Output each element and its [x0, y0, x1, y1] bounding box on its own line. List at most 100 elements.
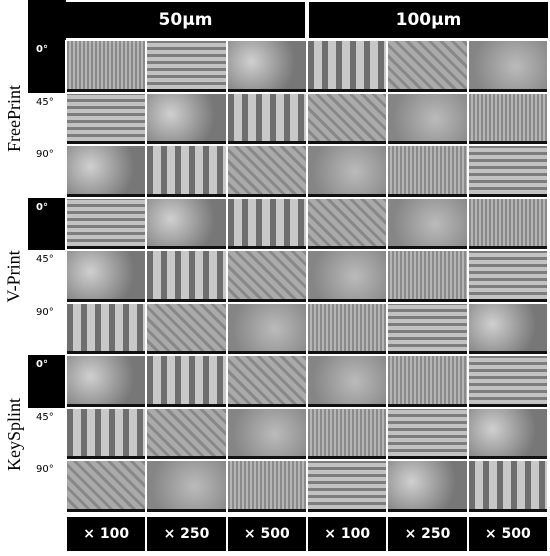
scale-bar	[67, 403, 146, 407]
magnification: × 250	[388, 517, 467, 551]
scale-bar	[308, 193, 387, 197]
scale-bar	[227, 246, 306, 250]
sem-image	[467, 197, 548, 251]
scale-bar	[227, 298, 306, 302]
scale-bar	[388, 298, 467, 302]
sem-image	[307, 92, 388, 146]
sem-image	[467, 355, 548, 408]
sem-image	[146, 355, 227, 408]
sem-image	[387, 250, 468, 303]
scale-bar	[67, 88, 146, 92]
sem-image	[387, 197, 468, 251]
sem-image	[66, 355, 147, 408]
scale-bar	[67, 351, 146, 355]
sem-image	[226, 407, 307, 461]
sem-image	[467, 407, 548, 461]
angle-label: 90°	[28, 460, 65, 483]
scale-bar	[468, 88, 547, 92]
scale-bar	[147, 141, 226, 145]
scale-bar	[227, 351, 306, 355]
sem-image	[146, 407, 227, 461]
sem-image	[66, 40, 147, 93]
scale-bar	[147, 298, 226, 302]
scale-bar	[388, 456, 467, 460]
sem-image	[387, 145, 468, 198]
sem-image	[387, 40, 468, 93]
magnification: × 250	[147, 517, 226, 551]
scale-bar	[227, 193, 306, 197]
angle-label: 90°	[28, 145, 65, 168]
scale-bar	[67, 193, 146, 197]
sem-image	[226, 145, 307, 198]
group-name: KeySplint	[3, 397, 24, 471]
sem-image	[387, 407, 468, 461]
scale-bar	[308, 141, 387, 145]
scale-bar	[308, 456, 387, 460]
scale-bar	[468, 298, 547, 302]
sem-image	[387, 460, 468, 513]
sem-image	[307, 302, 388, 356]
sem-image	[146, 197, 227, 251]
sem-image	[146, 145, 227, 198]
sem-image	[307, 40, 388, 93]
column-header: 100μm	[309, 2, 548, 38]
sem-image	[66, 92, 147, 146]
magnification: × 500	[227, 517, 306, 551]
group-label: FreePrint	[0, 40, 28, 198]
scale-bar	[308, 351, 387, 355]
scale-bar	[388, 88, 467, 92]
sem-image	[467, 460, 548, 513]
sem-image	[387, 302, 468, 356]
sem-image	[66, 250, 147, 303]
angle-label: 45°	[28, 92, 65, 115]
sem-image	[307, 460, 388, 513]
scale-bar	[308, 88, 387, 92]
sem-image	[146, 250, 227, 303]
sem-image	[307, 250, 388, 303]
sem-image	[226, 92, 307, 146]
angle-label: 90°	[28, 302, 65, 325]
left-header	[28, 0, 66, 40]
angle-label: 0°	[28, 355, 65, 408]
angle-label: 45°	[28, 407, 65, 430]
scale-bar	[227, 141, 306, 145]
group-label: V-Print	[0, 198, 28, 356]
scale-bar	[147, 456, 226, 460]
scale-bar	[67, 141, 146, 145]
scale-bar	[468, 456, 547, 460]
scale-bar	[388, 246, 467, 250]
sem-image	[66, 407, 147, 461]
sem-image	[66, 145, 147, 198]
sem-image	[146, 40, 227, 93]
scale-bar	[388, 403, 467, 407]
sem-image	[307, 197, 388, 251]
sem-image	[307, 355, 388, 408]
scale-bar	[308, 298, 387, 302]
group-label: KeySplint	[0, 355, 28, 513]
scale-bar	[468, 508, 547, 512]
sem-image	[307, 145, 388, 198]
sem-image	[467, 302, 548, 356]
scale-bar	[67, 456, 146, 460]
sem-image	[146, 302, 227, 356]
scale-bar	[147, 193, 226, 197]
magnification: × 100	[67, 517, 146, 551]
scale-bar	[227, 88, 306, 92]
angle-label: 0°	[28, 40, 65, 93]
sem-image	[387, 92, 468, 146]
sem-image	[226, 40, 307, 93]
scale-bar	[388, 141, 467, 145]
scale-bar	[388, 193, 467, 197]
sem-image	[146, 92, 227, 146]
magnification: × 500	[468, 517, 547, 551]
sem-image	[467, 40, 548, 93]
scale-bar	[147, 351, 226, 355]
scale-bar	[227, 508, 306, 512]
scale-bar	[468, 246, 547, 250]
sem-image	[66, 460, 147, 513]
scale-bar	[147, 246, 226, 250]
scale-bar	[308, 508, 387, 512]
scale-bar	[227, 403, 306, 407]
sem-image	[226, 460, 307, 513]
